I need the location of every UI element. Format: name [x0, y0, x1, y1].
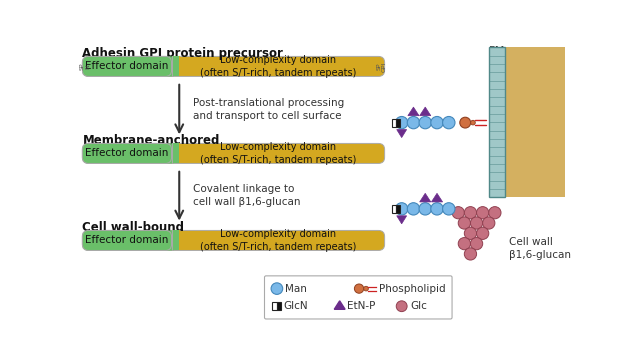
Text: Covalent linkage to
cell wall β1,6-glucan: Covalent linkage to cell wall β1,6-gluca… — [193, 184, 301, 207]
Circle shape — [452, 206, 464, 219]
FancyBboxPatch shape — [82, 56, 384, 77]
Polygon shape — [397, 216, 407, 224]
FancyBboxPatch shape — [264, 276, 452, 319]
Polygon shape — [397, 130, 407, 138]
Text: Low-complexity domain
(often S/T-rich, tandem repeats): Low-complexity domain (often S/T-rich, t… — [200, 142, 356, 165]
Bar — [178, 143, 180, 164]
Polygon shape — [334, 301, 345, 309]
Text: Cell wall
β1,6-glucan: Cell wall β1,6-glucan — [509, 238, 571, 260]
Bar — [396, 119, 400, 127]
Bar — [273, 302, 276, 310]
Text: Low-complexity domain
(often S/T-rich, tandem repeats): Low-complexity domain (often S/T-rich, t… — [200, 229, 356, 252]
Circle shape — [396, 117, 408, 129]
Circle shape — [470, 217, 483, 229]
Circle shape — [407, 117, 420, 129]
Text: Glc: Glc — [410, 301, 427, 311]
Circle shape — [489, 206, 501, 219]
Text: GlcN: GlcN — [284, 301, 308, 311]
Circle shape — [458, 217, 470, 229]
Circle shape — [354, 284, 364, 293]
Circle shape — [443, 203, 455, 215]
Text: Adhesin GPI protein precursor: Adhesin GPI protein precursor — [82, 47, 283, 60]
Text: Man: Man — [285, 284, 307, 293]
Polygon shape — [408, 107, 419, 116]
Circle shape — [419, 203, 431, 215]
Circle shape — [458, 238, 470, 250]
FancyBboxPatch shape — [82, 230, 384, 251]
Bar — [178, 230, 180, 251]
Text: Post-translational processing
and transport to cell surface: Post-translational processing and transp… — [193, 98, 344, 121]
Circle shape — [470, 238, 483, 250]
Circle shape — [443, 117, 455, 129]
Text: Effector domain: Effector domain — [85, 61, 169, 71]
Text: SP
GPI: SP GPI — [376, 61, 387, 71]
Bar — [171, 230, 179, 251]
Circle shape — [460, 117, 470, 128]
Text: Cell wall-bound: Cell wall-bound — [82, 221, 185, 234]
FancyBboxPatch shape — [82, 143, 178, 164]
Circle shape — [396, 203, 408, 215]
Text: PM: PM — [489, 45, 505, 56]
Bar — [392, 205, 396, 213]
Circle shape — [470, 120, 475, 125]
Circle shape — [396, 301, 407, 312]
Circle shape — [483, 217, 495, 229]
Text: EtN-P: EtN-P — [347, 301, 376, 311]
Bar — [489, 47, 505, 197]
Bar — [276, 302, 281, 310]
Text: Phospholipid: Phospholipid — [379, 284, 446, 293]
Bar — [505, 47, 565, 197]
Circle shape — [407, 203, 420, 215]
Circle shape — [464, 227, 477, 239]
Text: Effector domain: Effector domain — [85, 235, 169, 245]
FancyBboxPatch shape — [82, 56, 178, 77]
Circle shape — [464, 248, 477, 260]
Bar — [392, 119, 396, 127]
Bar — [178, 56, 180, 77]
Circle shape — [364, 286, 369, 291]
Circle shape — [271, 283, 283, 294]
FancyBboxPatch shape — [82, 143, 384, 164]
Circle shape — [464, 206, 477, 219]
FancyBboxPatch shape — [82, 230, 178, 251]
Bar — [171, 56, 179, 77]
Circle shape — [419, 117, 431, 129]
Circle shape — [431, 203, 443, 215]
Text: SP
N: SP N — [80, 63, 91, 70]
Polygon shape — [420, 107, 431, 116]
Bar — [171, 143, 179, 164]
Polygon shape — [420, 193, 431, 202]
Text: Low-complexity domain
(often S/T-rich, tandem repeats): Low-complexity domain (often S/T-rich, t… — [200, 55, 356, 78]
Bar — [396, 205, 400, 213]
Text: Membrane-anchored: Membrane-anchored — [82, 134, 220, 147]
Circle shape — [431, 117, 443, 129]
Circle shape — [477, 227, 489, 239]
Polygon shape — [431, 193, 443, 202]
Circle shape — [477, 206, 489, 219]
Text: Effector domain: Effector domain — [85, 148, 169, 158]
